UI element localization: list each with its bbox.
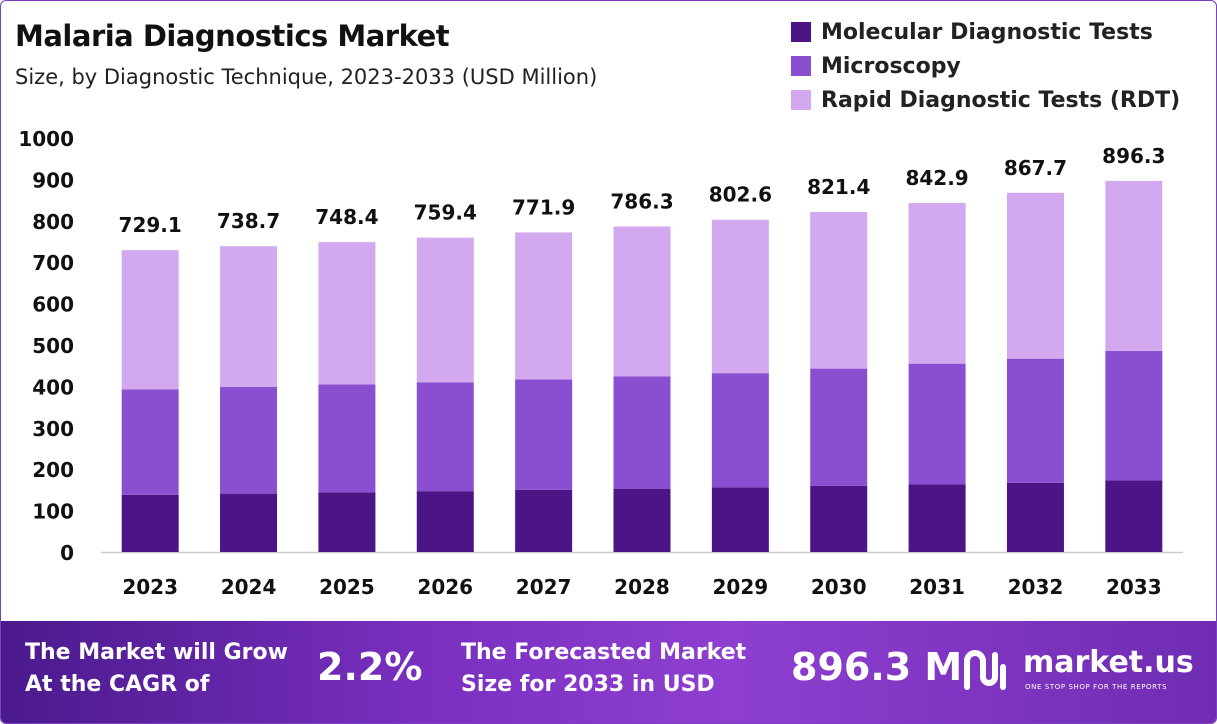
bar-total-label: 896.3 xyxy=(1102,144,1165,168)
x-tick-label: 2033 xyxy=(1106,575,1162,599)
legend-item-rdt: Rapid Diagnostic Tests (RDT) xyxy=(791,83,1180,117)
legend-item-molecular: Molecular Diagnostic Tests xyxy=(791,15,1180,49)
legend-label-rdt: Rapid Diagnostic Tests (RDT) xyxy=(821,87,1181,113)
bar-segment-microscopy xyxy=(416,382,474,492)
bar-segment-microscopy xyxy=(318,384,376,493)
x-tick-label: 2032 xyxy=(1008,575,1064,599)
bar-segment-rdt xyxy=(810,211,868,369)
bar-segment-molecular xyxy=(121,494,179,552)
bar-total-label: 738.7 xyxy=(217,209,280,233)
bar-segment-molecular xyxy=(711,487,769,552)
bar-segment-rdt xyxy=(121,250,179,390)
bar-segment-rdt xyxy=(908,203,966,364)
legend-label-molecular: Molecular Diagnostic Tests xyxy=(821,19,1153,45)
forecast-value: 896.3 M xyxy=(791,645,963,689)
legend-swatch-rdt xyxy=(791,90,811,110)
x-tick-label: 2028 xyxy=(614,575,670,599)
bar-segment-microscopy xyxy=(908,363,966,485)
bar-segment-microscopy xyxy=(613,376,671,489)
bar-segment-molecular xyxy=(613,488,671,552)
chart-subtitle: Size, by Diagnostic Technique, 2023-2033… xyxy=(15,65,598,89)
y-tick-label: 800 xyxy=(32,210,74,234)
logo-tagline: ONE STOP SHOP FOR THE REPORTS xyxy=(1025,683,1168,691)
forecast-label-line1: The Forecasted Market xyxy=(461,640,747,665)
logo-name: market.us xyxy=(1023,645,1194,680)
y-tick-label: 200 xyxy=(32,458,74,482)
bar-segment-molecular xyxy=(515,489,573,552)
y-tick-label: 700 xyxy=(32,251,74,275)
bar-segment-microscopy xyxy=(1105,350,1163,481)
x-tick-label: 2029 xyxy=(713,575,769,599)
footer-banner: The Market will Grow At the CAGR of 2.2%… xyxy=(1,621,1216,723)
bar-total-label: 759.4 xyxy=(414,201,477,225)
x-tick-label: 2023 xyxy=(122,575,178,599)
bar-segment-molecular xyxy=(220,493,278,552)
chart-title: Malaria Diagnostics Market xyxy=(15,19,450,53)
bar-total-label: 771.9 xyxy=(512,195,575,219)
bar-total-label: 786.3 xyxy=(610,189,673,213)
bar-segment-rdt xyxy=(515,232,573,380)
cagr-label-line1: The Market will Grow xyxy=(25,640,288,665)
cagr-value: 2.2% xyxy=(317,645,423,689)
x-tick-label: 2025 xyxy=(319,575,375,599)
bar-segment-rdt xyxy=(613,226,671,377)
bar-segment-rdt xyxy=(711,219,769,374)
bar-total-label: 729.1 xyxy=(119,213,182,237)
cagr-label-line2: At the CAGR of xyxy=(25,672,210,697)
bar-segment-microscopy xyxy=(220,386,278,494)
y-tick-label: 600 xyxy=(32,293,74,317)
x-tick-label: 2027 xyxy=(516,575,572,599)
y-tick-label: 1000 xyxy=(18,127,74,151)
bar-segment-molecular xyxy=(908,484,966,552)
x-tick-label: 2031 xyxy=(909,575,965,599)
bar-segment-microscopy xyxy=(121,389,179,495)
legend: Molecular Diagnostic Tests Microscopy Ra… xyxy=(791,15,1180,117)
bar-segment-rdt xyxy=(416,237,474,383)
bar-total-label: 802.6 xyxy=(709,183,772,207)
forecast-label-line2: Size for 2033 in USD xyxy=(461,672,715,697)
bar-segment-microscopy xyxy=(711,373,769,488)
bar-total-label: 842.9 xyxy=(905,166,968,190)
bar-segment-molecular xyxy=(318,492,376,552)
bar-segment-molecular xyxy=(1006,482,1064,552)
legend-swatch-microscopy xyxy=(791,56,811,76)
bar-total-label: 821.4 xyxy=(807,175,870,199)
y-tick-label: 0 xyxy=(60,541,74,565)
bar-total-label: 748.4 xyxy=(315,205,378,229)
bar-segment-rdt xyxy=(1105,180,1163,351)
bar-segment-rdt xyxy=(1006,192,1064,359)
bar-segment-molecular xyxy=(810,485,868,552)
y-tick-label: 100 xyxy=(32,500,74,524)
bar-total-label: 867.7 xyxy=(1004,156,1067,180)
x-tick-label: 2030 xyxy=(811,575,867,599)
y-tick-label: 300 xyxy=(32,417,74,441)
x-tick-label: 2026 xyxy=(417,575,473,599)
y-tick-label: 400 xyxy=(32,375,74,399)
legend-swatch-molecular xyxy=(791,22,811,42)
y-tick-label: 500 xyxy=(32,334,74,358)
bar-segment-rdt xyxy=(318,242,376,385)
bar-segment-molecular xyxy=(416,491,474,552)
forecast-label: The Forecasted Market Size for 2033 in U… xyxy=(461,637,746,701)
bar-segment-microscopy xyxy=(515,379,573,490)
bar-segment-rdt xyxy=(220,246,278,387)
y-tick-label: 900 xyxy=(32,168,74,192)
stacked-bar-chart: 0 100 200 300 400 500 600 700 800 900 1000 729.1 202… xyxy=(18,127,1183,599)
market-us-logo-icon xyxy=(964,650,1006,690)
bar-segment-microscopy xyxy=(1006,358,1064,483)
bar-segment-molecular xyxy=(1105,480,1163,552)
legend-label-microscopy: Microscopy xyxy=(821,53,961,79)
x-tick-label: 2024 xyxy=(221,575,277,599)
bar-segment-microscopy xyxy=(810,368,868,486)
legend-item-microscopy: Microscopy xyxy=(791,49,1180,83)
cagr-label: The Market will Grow At the CAGR of xyxy=(25,637,288,701)
